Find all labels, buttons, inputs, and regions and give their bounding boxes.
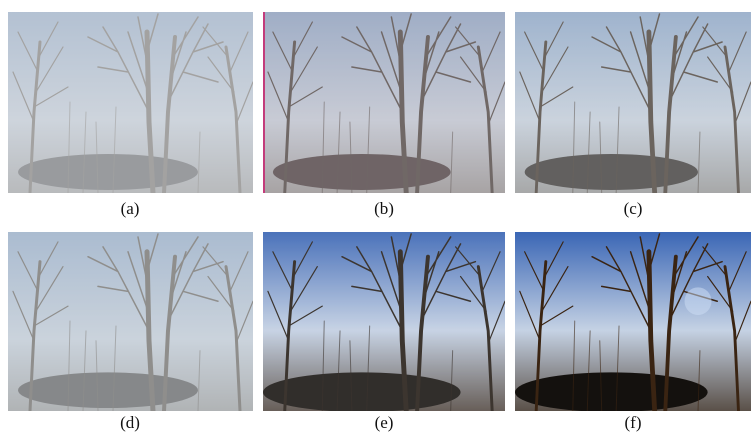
image-f	[515, 232, 751, 411]
image-e	[263, 232, 505, 411]
image-c	[515, 12, 751, 193]
image-a	[8, 12, 253, 193]
caption: (b)	[344, 199, 424, 219]
figure: (a) (b) (c) (d) (e) (f)	[0, 0, 751, 434]
caption: (c)	[593, 199, 673, 219]
caption: (a)	[90, 199, 170, 219]
caption: (f)	[593, 413, 673, 433]
caption: (d)	[90, 413, 170, 433]
image-b	[263, 12, 505, 193]
image-d	[8, 232, 253, 411]
caption: (e)	[344, 413, 424, 433]
